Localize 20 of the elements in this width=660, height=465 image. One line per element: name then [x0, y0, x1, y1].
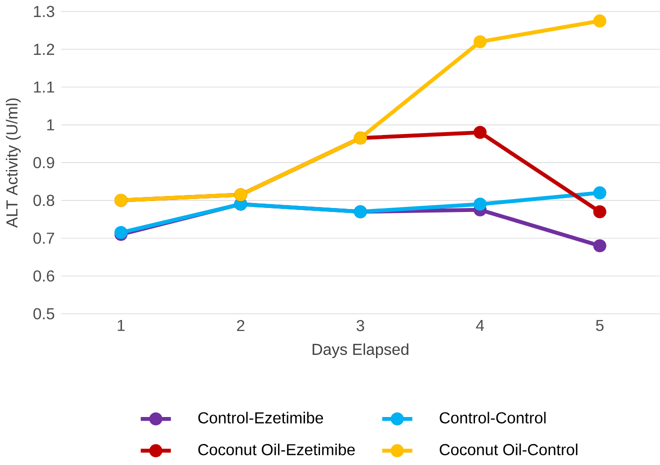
- legend-label: Control-Ezetimibe: [198, 412, 324, 424]
- y-axis-title: ALT Activity (U/ml): [6, 98, 21, 228]
- y-tick-label: 0.6: [33, 270, 54, 282]
- y-tick-label: 1.2: [34, 44, 54, 55]
- y-tick-label: 0.7: [33, 232, 54, 244]
- x-tick-label: 1: [118, 320, 125, 331]
- x-tick-label: 2: [237, 320, 244, 332]
- y-tick-label: 1.3: [34, 6, 54, 18]
- y-tick-label: 1.1: [34, 82, 54, 93]
- legend-label: Coconut Oil-Ezetimibe: [198, 444, 355, 456]
- y-tick-label: 0.5: [33, 308, 54, 320]
- y-tick-label: 1: [47, 119, 54, 130]
- x-axis-title: Days Elapsed: [312, 343, 408, 358]
- legend-label: Control-Control: [440, 412, 546, 424]
- x-tick-label: 4: [476, 320, 484, 331]
- legend-label: Coconut Oil-Control: [440, 444, 578, 456]
- y-tick-label: 0.9: [33, 157, 54, 168]
- x-tick-label: 5: [596, 320, 604, 332]
- x-tick-label: 3: [356, 320, 364, 332]
- y-tick-label: 0.8: [33, 194, 54, 206]
